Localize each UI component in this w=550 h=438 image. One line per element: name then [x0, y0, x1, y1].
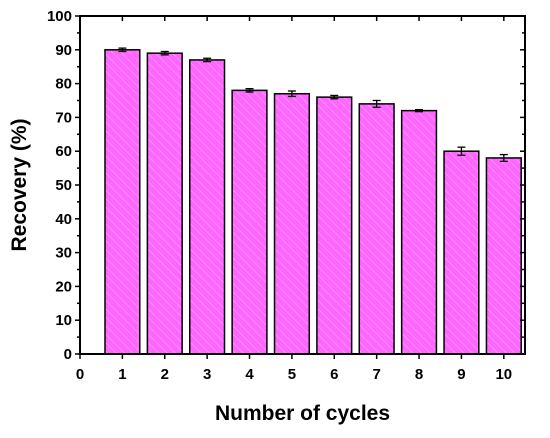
error-bar-cycle-4 — [245, 88, 254, 93]
x-tick-label: 6 — [330, 366, 338, 383]
y-tick-label: 100 — [47, 8, 72, 25]
y-tick-label: 10 — [55, 312, 72, 329]
x-tick-label: 2 — [161, 366, 169, 383]
bar-cycle-1 — [104, 49, 141, 355]
x-tick-label: 9 — [457, 366, 465, 383]
bar-cycle-9 — [443, 150, 480, 355]
y-axis-title: Recovery (%) — [8, 118, 31, 251]
x-tick-label: 1 — [118, 366, 126, 383]
x-tick-label: 8 — [415, 366, 423, 383]
bar-cycle-10 — [485, 157, 522, 355]
y-tick-label: 40 — [55, 211, 72, 228]
x-tick-label: 4 — [245, 366, 254, 383]
y-tick-label: 30 — [55, 245, 72, 262]
x-tick-label: 3 — [203, 366, 211, 383]
error-bar-cycle-5 — [287, 90, 296, 98]
y-tick-label: 20 — [55, 278, 72, 295]
bar-cycle-7 — [358, 103, 395, 355]
error-bar-cycle-10 — [499, 153, 508, 162]
x-tick-label: 0 — [76, 366, 84, 383]
bar-cycle-8 — [400, 109, 438, 355]
y-tick-label: 60 — [55, 143, 72, 160]
bar-cycle-3 — [189, 59, 226, 355]
ticks-layer: 0 10 20 30 40 50 60 70 80 90 100 0 1 2 3 4 5 6 7 8 9 10 — [47, 8, 525, 383]
error-bar-cycle-8 — [415, 108, 424, 113]
error-bar-cycle-9 — [457, 146, 466, 156]
y-tick-label: 80 — [55, 76, 72, 93]
bars-layer — [104, 49, 522, 355]
error-bars-layer — [118, 47, 508, 162]
x-tick-label: 7 — [372, 366, 380, 383]
error-bar-cycle-1 — [118, 47, 127, 53]
error-bar-cycle-3 — [203, 57, 212, 63]
x-tick-label: 5 — [288, 366, 296, 383]
error-bar-cycle-2 — [160, 50, 169, 56]
bar-cycle-6 — [316, 96, 353, 355]
x-tick-label: 10 — [495, 366, 512, 383]
y-tick-label: 70 — [55, 109, 72, 126]
y-tick-label: 50 — [55, 177, 72, 194]
bar-cycle-4 — [231, 89, 268, 355]
error-bar-cycle-6 — [330, 94, 339, 100]
bar-cycle-2 — [146, 52, 183, 355]
y-tick-label: 0 — [64, 346, 72, 363]
error-bar-cycle-7 — [372, 99, 381, 108]
bar-cycle-5 — [273, 92, 311, 355]
x-axis-title: Number of cycles — [215, 402, 390, 425]
y-tick-label: 90 — [55, 42, 72, 59]
